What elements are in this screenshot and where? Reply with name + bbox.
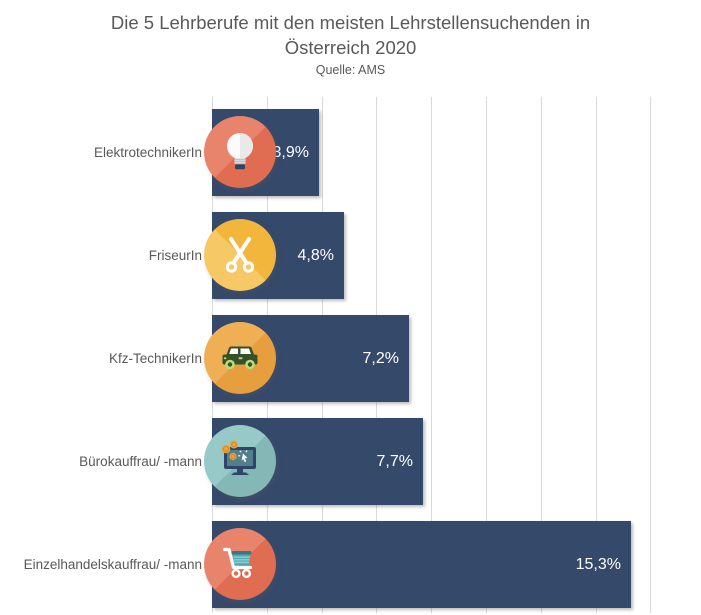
gridline (541, 97, 542, 613)
chart-title-line1: Die 5 Lehrberufe mit den meisten Lehrste… (110, 12, 591, 33)
value-label: 4,8% (297, 246, 334, 264)
shopping-cart-icon (204, 528, 276, 600)
gridline (486, 97, 487, 613)
value-label: 7,2% (362, 349, 399, 367)
value-label: 15,3% (575, 555, 621, 573)
bar-row-elektrotechnikerin: ElektrotechnikerIn 3,9% (0, 109, 701, 196)
car-icon (204, 322, 276, 394)
gridline (431, 97, 432, 613)
bar-row-friseurin: FriseurIn 4,8% (0, 212, 701, 299)
gridline (650, 97, 651, 613)
category-label: Bürokauffrau/ -mann (79, 454, 202, 469)
lightbulb-icon (204, 116, 276, 188)
chart-subtitle: Quelle: AMS (315, 63, 386, 77)
category-label: Kfz-TechnikerIn (108, 351, 202, 366)
gridline (596, 97, 597, 613)
value-label: 3,9% (272, 143, 309, 161)
bar-row-einzelhandelskauffrau: Einzelhandelskauffrau/ -mann 15,3% (0, 521, 701, 608)
value-label: 7,7% (376, 452, 413, 470)
bar-einzelhandelskauffrau: 15,3% (212, 521, 631, 608)
bar-row-buerokauffrau: Bürokauffrau/ -mann 7,7% (0, 418, 701, 505)
category-label: Einzelhandelskauffrau/ -mann (23, 557, 202, 572)
chart-header: Die 5 Lehrberufe mit den meisten Lehrste… (0, 10, 701, 77)
bar-row-kfz-technikerin: Kfz-TechnikerIn 7,2% (0, 315, 701, 402)
monitor-coins-icon (204, 425, 276, 497)
scissors-icon (204, 219, 276, 291)
category-label: ElektrotechnikerIn (93, 145, 202, 160)
chart-title-line2: Österreich 2020 (284, 37, 417, 58)
category-label: FriseurIn (148, 248, 202, 263)
